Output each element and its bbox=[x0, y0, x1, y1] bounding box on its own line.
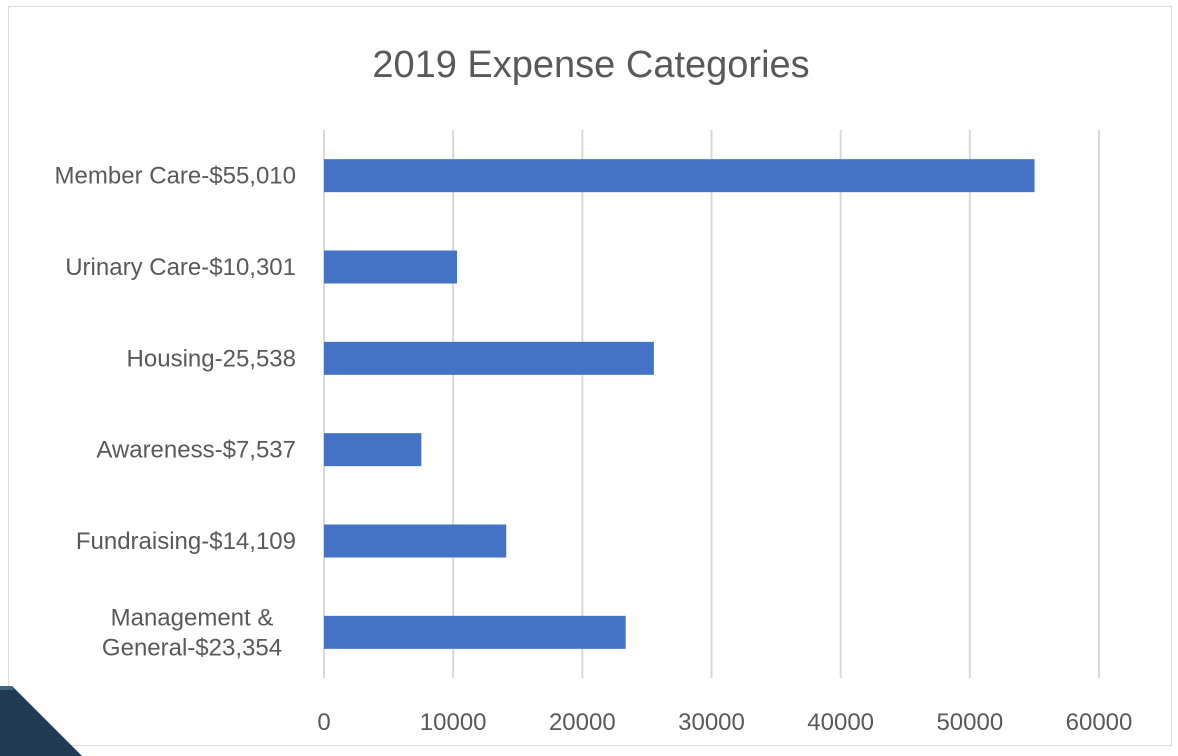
x-axis-tick-labels: 0 10000 20000 30000 40000 50000 60000 bbox=[317, 709, 1132, 736]
bar bbox=[324, 433, 422, 467]
x-tick-label: 0 bbox=[317, 709, 330, 736]
category-label: Fundraising-$14,109 bbox=[76, 528, 296, 555]
bar bbox=[324, 341, 654, 375]
corner-edge bbox=[0, 686, 14, 690]
category-label: General-$23,354 bbox=[102, 634, 282, 661]
bar bbox=[324, 524, 507, 558]
bar bbox=[324, 159, 1035, 193]
x-tick-label: 10000 bbox=[420, 709, 487, 736]
category-labels: Member Care-$55,010 Urinary Care-$10,301 H… bbox=[55, 163, 296, 662]
category-label: Management & bbox=[111, 604, 274, 631]
corner-triangle bbox=[0, 686, 82, 756]
category-label: Housing-25,538 bbox=[127, 345, 296, 372]
chart-title: 2019 Expense Categories bbox=[372, 44, 809, 86]
x-tick-label: 30000 bbox=[678, 709, 745, 736]
corner-decoration bbox=[0, 686, 82, 756]
x-tick-label: 40000 bbox=[807, 709, 874, 736]
category-label: Awareness-$7,537 bbox=[96, 437, 296, 464]
bars bbox=[324, 159, 1035, 649]
x-tick-label: 50000 bbox=[936, 709, 1003, 736]
gridlines bbox=[323, 130, 1100, 678]
x-tick-label: 20000 bbox=[549, 709, 616, 736]
x-tick-label: 60000 bbox=[1066, 709, 1133, 736]
category-label: Member Care-$55,010 bbox=[55, 163, 296, 190]
bar bbox=[324, 615, 626, 649]
category-label: Urinary Care-$10,301 bbox=[65, 254, 296, 281]
bar bbox=[324, 250, 458, 284]
